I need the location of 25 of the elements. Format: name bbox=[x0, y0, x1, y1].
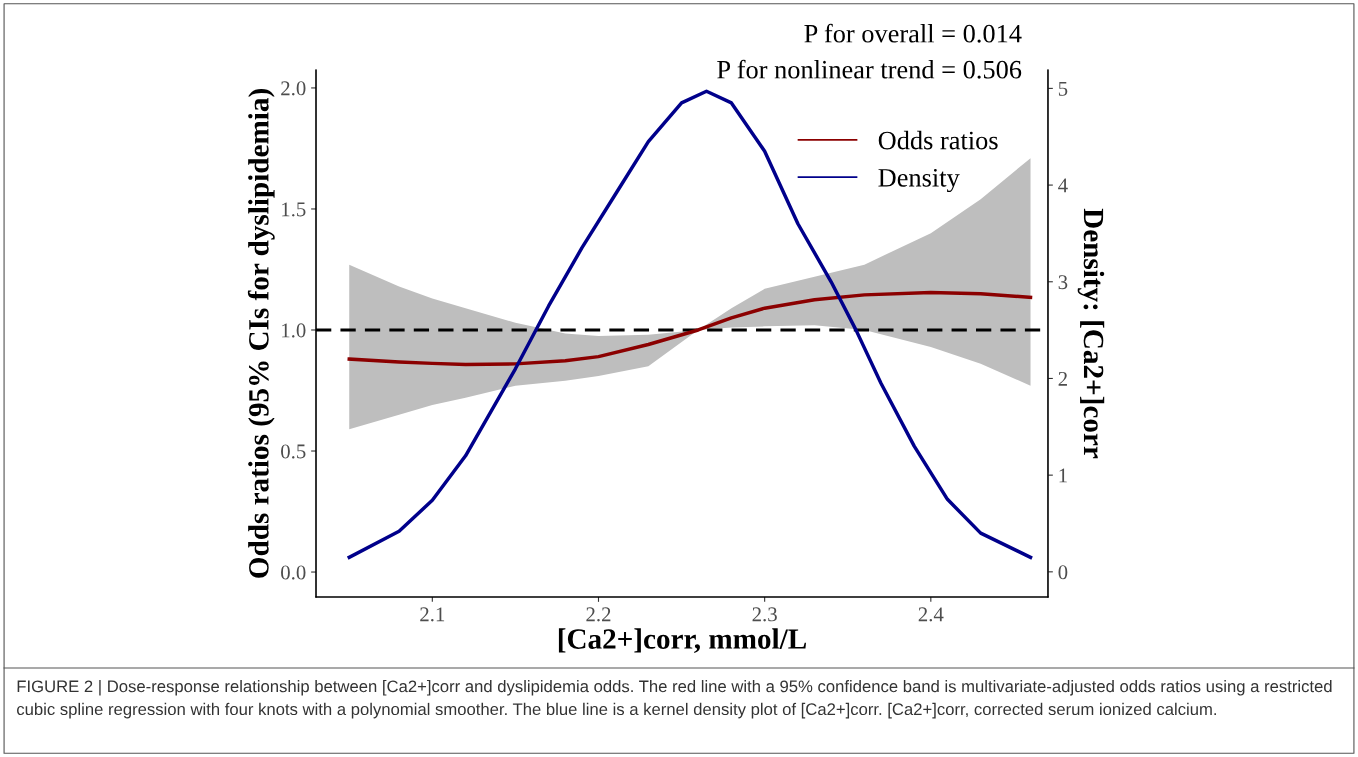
y-axis-title: Odds ratios (95% CIs for dyslipidemia) bbox=[247, 89, 275, 578]
y2-tick-label: 5 bbox=[1058, 81, 1068, 96]
y-tick-label: 1.5 bbox=[282, 202, 306, 217]
y-tick-label: 1.0 bbox=[282, 323, 306, 338]
y-tick-label: 0.0 bbox=[281, 565, 306, 580]
y-tick-label: 2.0 bbox=[281, 81, 306, 96]
annotation: P for nonlinear trend = 0.506 bbox=[717, 59, 1022, 79]
caption: FIGURE 2 | Dose-response relationship between [Ca2+]corr and dyslipidemia odds. The red line with a 95% confidence band is multivariate-adjusted odds ratios using a restricted cubic spline regression with four knots with a polynomial smoother. The blue line is a kernel density plot of [Ca2+]corr. [Ca2+]corr, corrected serum ionized calcium. bbox=[17, 680, 1332, 719]
y2-tick-label: 4 bbox=[1058, 178, 1068, 193]
legend-label: Odds ratios bbox=[878, 130, 998, 150]
text: P for overall = 0.014 bbox=[804, 23, 1022, 43]
x-tick-label: 2.1 bbox=[420, 607, 445, 622]
y2-axis-title: Density: [Ca2+]corr bbox=[1077, 208, 1105, 459]
legend-label: Density bbox=[878, 168, 960, 193]
y2-tick-label: 1 bbox=[1059, 468, 1067, 483]
x-axis-title: [Ca2+]corr, mmol/L bbox=[558, 628, 806, 654]
x-tick-label: 2.2 bbox=[586, 607, 611, 622]
x-tick-label: 2.4 bbox=[918, 607, 944, 622]
line-series bbox=[347, 89, 1033, 560]
y-tick-label: 0.5 bbox=[281, 444, 306, 459]
line-series bbox=[347, 290, 1033, 367]
x-tick-label: 2.3 bbox=[752, 607, 777, 622]
y2-tick-label: 3 bbox=[1058, 275, 1068, 290]
y2-tick-label: 0 bbox=[1058, 565, 1068, 580]
y2-tick-label: 2 bbox=[1058, 371, 1067, 386]
